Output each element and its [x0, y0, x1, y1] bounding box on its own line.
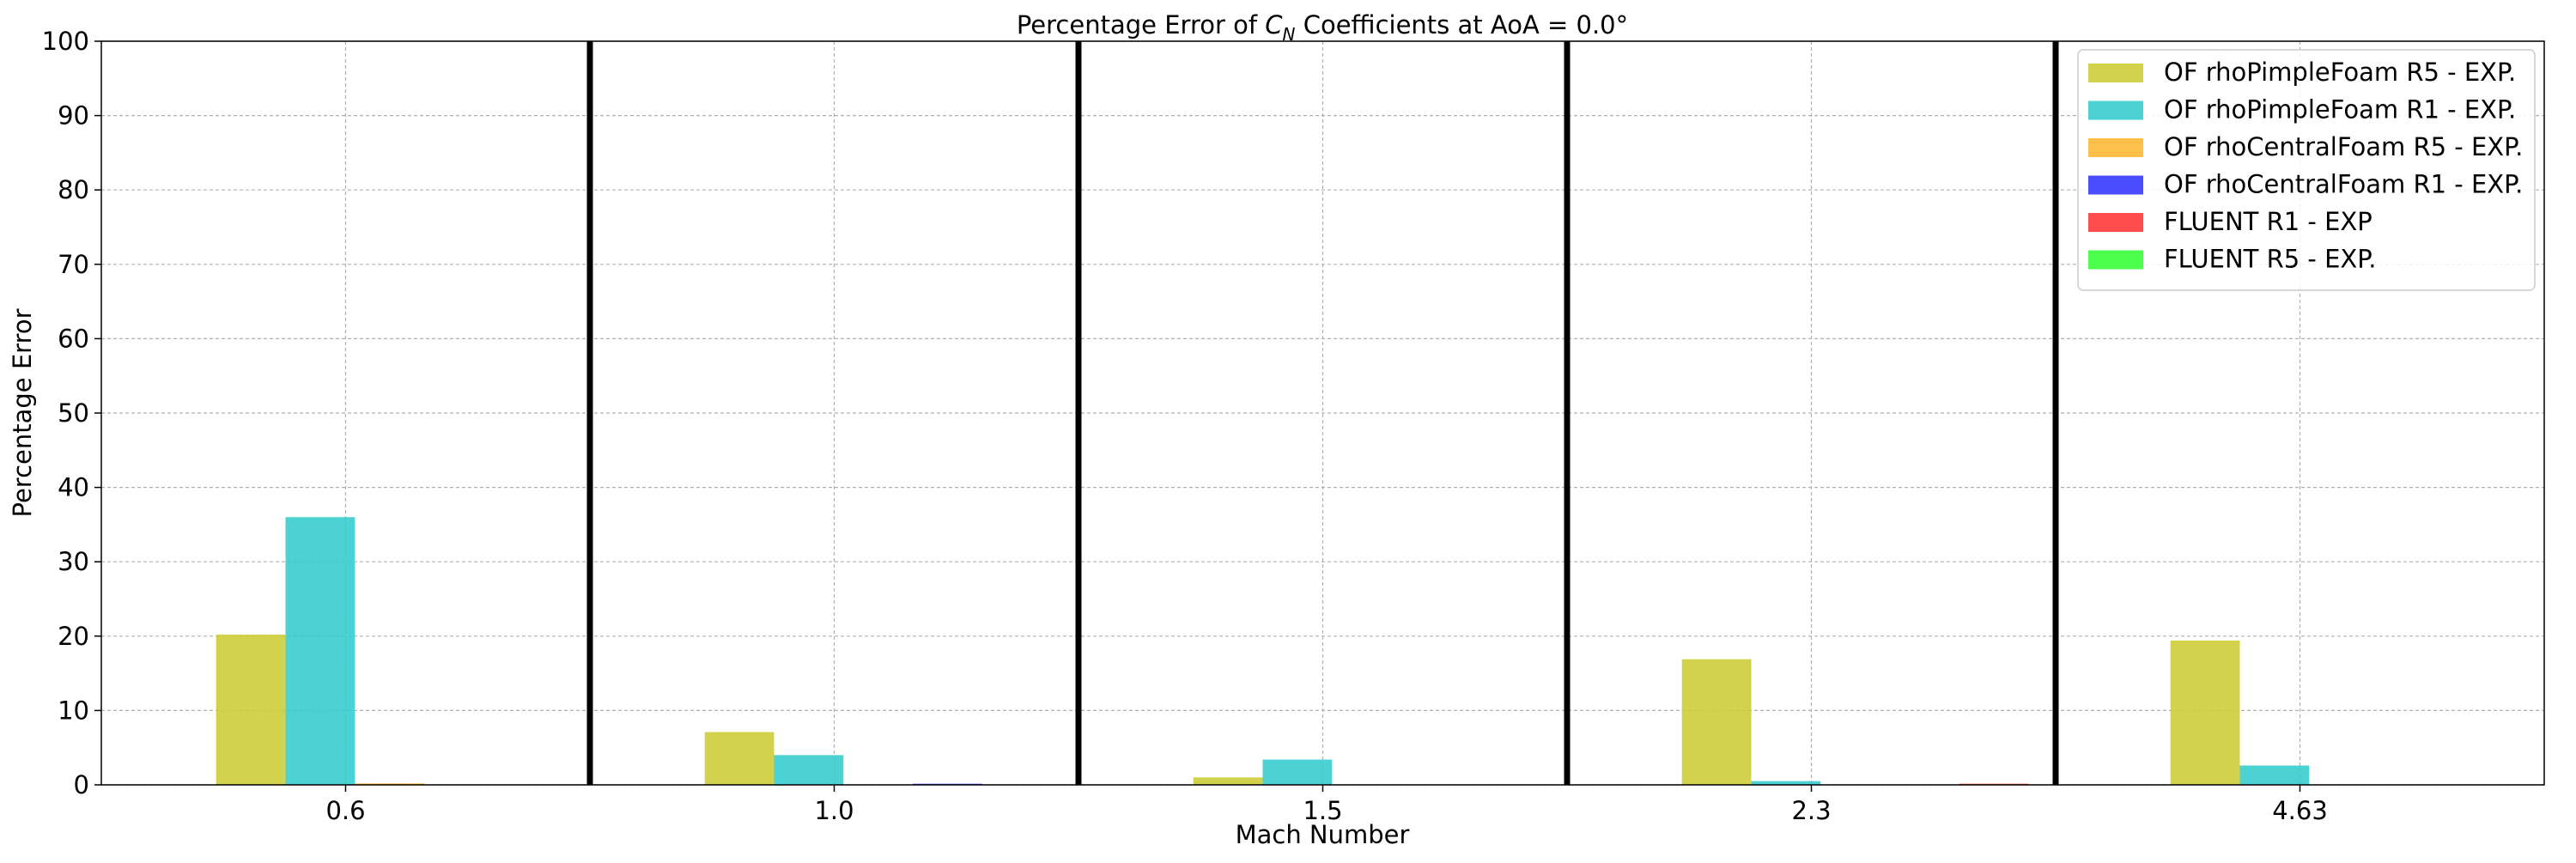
grid-layer [101, 40, 2544, 786]
y-tick-label: 30 [58, 547, 89, 576]
legend-label: OF rhoPimpleFoam R1 - EXP. [2164, 95, 2516, 125]
bar [2239, 765, 2310, 785]
x-axis-label: Mach Number [1236, 820, 1410, 849]
y-tick-label: 100 [42, 27, 89, 56]
legend-label: FLUENT R5 - EXP. [2164, 245, 2376, 274]
chart-title: Percentage Error of CN Coefficients at A… [1017, 10, 1628, 45]
y-tick-label: 20 [58, 622, 89, 651]
separators-layer [586, 41, 2059, 785]
y-tick-label: 50 [58, 398, 89, 428]
y-tick-label: 70 [58, 250, 89, 279]
y-tick-label: 60 [58, 324, 89, 353]
bar [774, 755, 844, 785]
bar [1262, 759, 1333, 785]
legend-label: OF rhoPimpleFoam R5 - EXP. [2164, 58, 2516, 87]
legend-swatch [2088, 138, 2143, 157]
legend-items: OF rhoPimpleFoam R5 - EXP. OF rhoPimpleFo… [2088, 58, 2523, 274]
x-tick-label: 4.63 [2272, 796, 2328, 825]
legend-swatch [2088, 64, 2143, 82]
legend: OF rhoPimpleFoam R5 - EXP. OF rhoPimpleFo… [2077, 49, 2536, 291]
bar [704, 732, 775, 785]
bars-layer [216, 517, 2310, 785]
bar [1751, 781, 1821, 785]
bar [355, 783, 425, 785]
legend-swatch [2088, 100, 2143, 120]
legend-swatch [2088, 250, 2143, 270]
x-tick-label: 0.6 [325, 796, 365, 825]
legend-swatch [2088, 213, 2143, 232]
y-axis-label: Percentage Error [8, 308, 37, 517]
legend-box [2077, 49, 2536, 291]
y-tick-label: 10 [58, 696, 89, 725]
x-tick-label: 2.3 [1791, 796, 1831, 825]
x-ticks: 0.6 1.0 1.5 2.3 4.63 [325, 785, 2328, 825]
x-tick-label: 1.5 [1303, 796, 1342, 825]
bar [2170, 640, 2240, 785]
legend-label: OF rhoCentralFoam R5 - EXP. [2164, 132, 2523, 161]
y-tick-label: 0 [74, 770, 89, 799]
y-tick-label: 40 [58, 473, 89, 502]
legend-swatch [2088, 175, 2143, 195]
bar [1193, 777, 1263, 785]
bar [216, 635, 286, 785]
x-tick-label: 1.0 [814, 796, 854, 825]
legend-label: OF rhoCentralFoam R1 - EXP. [2164, 170, 2523, 199]
bar [285, 517, 355, 785]
legend-label: FLUENT R1 - EXP [2164, 207, 2372, 236]
bar [1681, 659, 1752, 785]
y-tick-label: 90 [58, 101, 89, 131]
y-tick-label: 80 [58, 175, 89, 204]
y-ticks: 0 10 20 30 40 50 60 70 80 90 100 [42, 27, 101, 799]
